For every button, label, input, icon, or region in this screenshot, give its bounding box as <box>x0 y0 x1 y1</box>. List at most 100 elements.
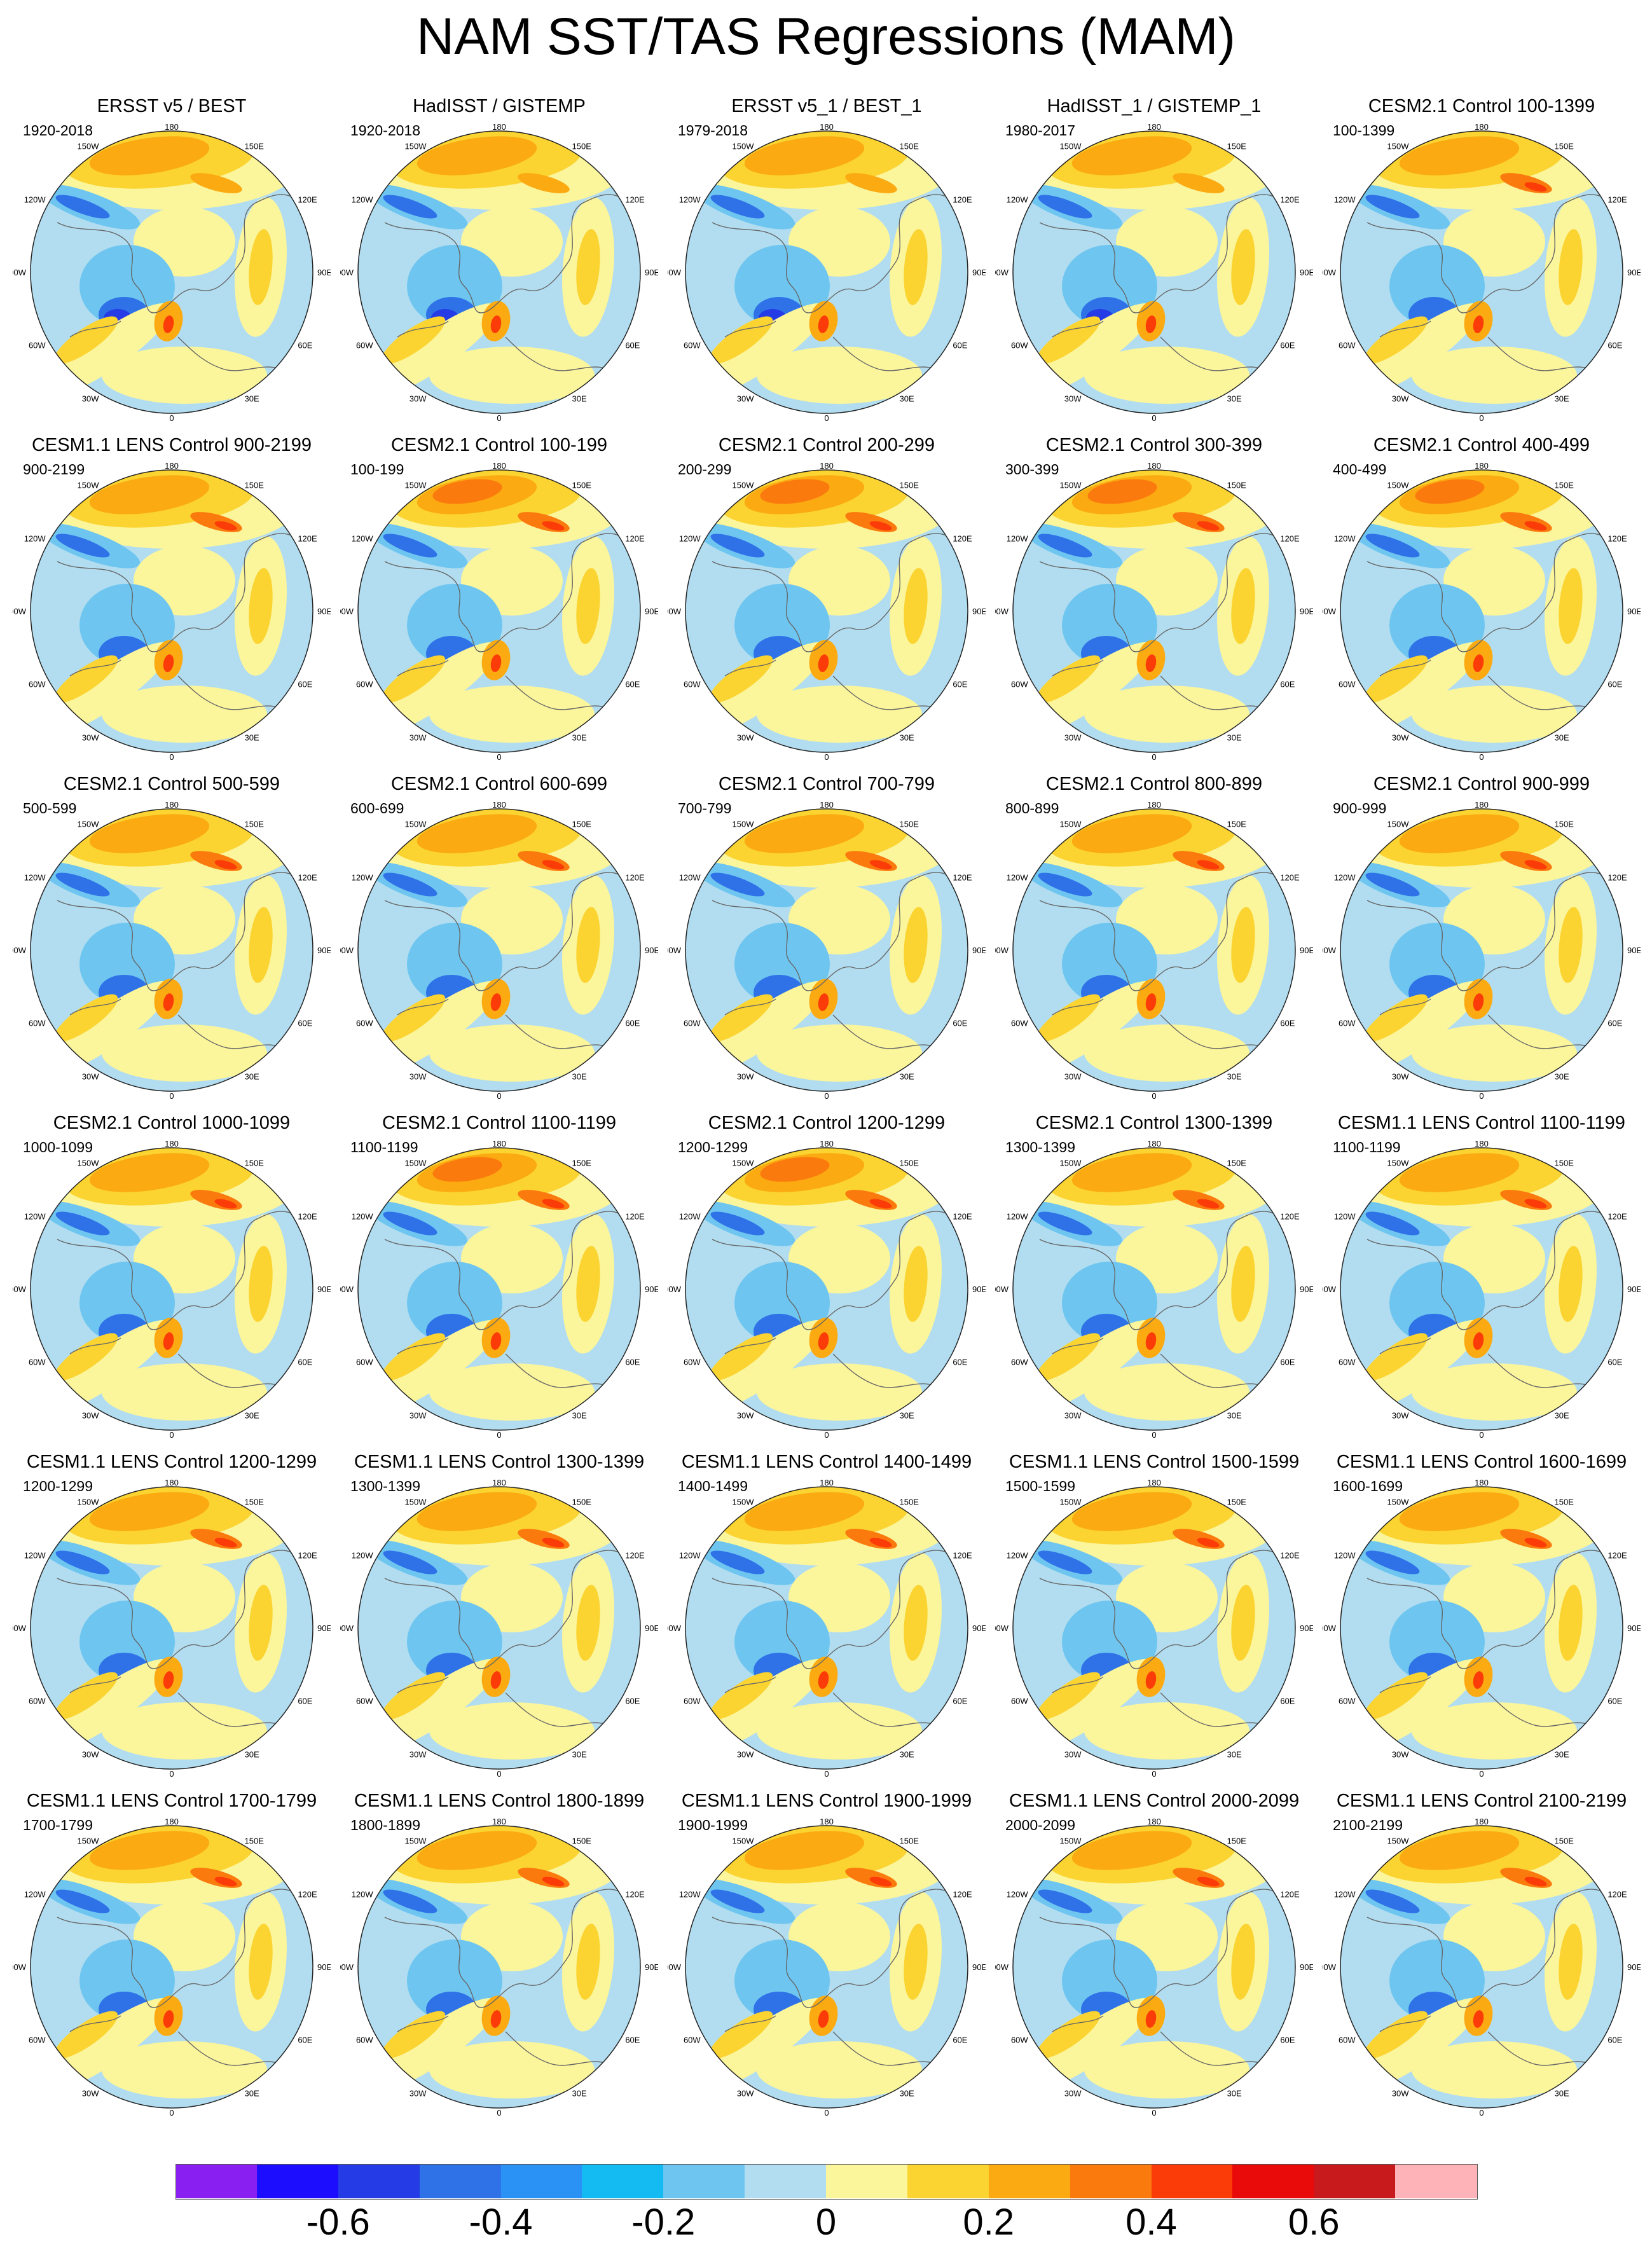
longitude-label: 120E <box>1280 1212 1300 1222</box>
longitude-label: 120E <box>1280 195 1300 205</box>
panel-period: 1000-1099 <box>23 1139 93 1155</box>
longitude-label: 180 <box>492 800 506 810</box>
map-boundary <box>1340 1147 1623 1431</box>
longitude-label: 150W <box>1387 142 1410 151</box>
longitude-label: 60E <box>953 2036 967 2045</box>
longitude-label: 30W <box>410 733 427 742</box>
panel-title: CESM1.1 LENS Control 1500-1599 <box>1008 1452 1300 1472</box>
polar-stereographic-map: 180 0 150W 150E 120W 120E 90W 90E 60W 60E 30W 30E <box>340 122 658 423</box>
eurasia-warm-anomaly <box>576 1924 600 2000</box>
panel-period: 700-799 <box>678 800 732 816</box>
longitude-label: 0 <box>1479 1430 1483 1440</box>
north-pacific-cold-anomaly <box>710 1889 765 1913</box>
coastline <box>1379 320 1590 371</box>
longitude-label: 60E <box>625 1358 640 1367</box>
longitude-label: 90E <box>317 1623 331 1633</box>
coastline <box>1052 2015 1263 2066</box>
longitude-label: 30E <box>1227 2088 1242 2098</box>
longitude-label: 60W <box>29 1019 46 1028</box>
longitude-label: 120E <box>953 1551 972 1560</box>
north-pacific-cold-anomaly <box>383 195 437 219</box>
longitude-label: 60E <box>298 2036 312 2045</box>
siberia-warm-anomaly <box>1197 521 1220 531</box>
atlantic-warm-anomaly <box>1027 642 1154 736</box>
longitude-label: 120E <box>298 534 317 544</box>
subtropical-anomaly <box>102 1363 267 1421</box>
map-boundary <box>30 1486 313 1770</box>
europe-warm-anomaly <box>1145 2010 1157 2028</box>
field-contours <box>685 809 968 1091</box>
longitude-label: 90W <box>668 1623 682 1633</box>
north-pacific-cold-anomaly <box>55 1889 110 1913</box>
longitude-label: 120E <box>1607 1890 1627 1899</box>
north-pacific-cold-anomaly <box>710 534 765 558</box>
atlantic-warm-anomaly <box>372 642 499 736</box>
subtropical-anomaly <box>1084 1363 1249 1421</box>
longitude-label: 60W <box>1011 680 1028 689</box>
longitude-label: 90W <box>13 946 27 955</box>
colorbar-segment <box>745 2164 827 2198</box>
coastline <box>384 872 621 991</box>
map-boundary <box>685 1147 968 1431</box>
europe-warm-anomaly <box>163 1332 174 1350</box>
longitude-label: 150E <box>1227 481 1247 490</box>
north-pacific-cold-anomaly <box>710 1211 765 1236</box>
longitude-label: 60W <box>356 1358 373 1367</box>
north-pacific-cold-anomaly <box>1038 1550 1092 1574</box>
field-contours <box>358 809 640 1091</box>
longitude-label: 30E <box>245 2088 259 2098</box>
panel-period: 1980-2017 <box>1005 122 1075 139</box>
coastline <box>384 1889 621 2008</box>
field-contours <box>31 1487 313 1769</box>
europe-warm-anomaly <box>818 2010 829 2028</box>
longitude-label: 30E <box>900 2088 914 2098</box>
longitude-label: 150E <box>900 1836 919 1846</box>
longitude-label: 60E <box>298 1019 312 1028</box>
map-boundary <box>1012 1825 1296 2109</box>
polar-stereographic-map: 180 0 150W 150E 120W 120E 90W 90E 60W 60E 30W 30E <box>1323 1139 1641 1440</box>
longitude-label: 0 <box>497 1430 501 1440</box>
coastline <box>1039 1889 1276 2008</box>
longitude-label: 60E <box>1607 2036 1622 2045</box>
longitude-label: 90W <box>995 1623 1009 1633</box>
longitude-label: 60E <box>1280 1358 1295 1367</box>
field-contours <box>1340 131 1623 413</box>
map-panel: CESM2.1 Control 1300-1399 180 0 150W 150E 120… <box>995 1112 1313 1443</box>
longitude-label: 60W <box>1339 1019 1356 1028</box>
longitude-label: 180 <box>1475 461 1489 471</box>
longitude-label: 60E <box>1280 1019 1295 1028</box>
map-panel: CESM1.1 LENS Control 1600-1699 180 0 150W 15… <box>1323 1451 1641 1782</box>
map-panel: CESM1.1 LENS Control 1400-1499 180 0 150W 15… <box>668 1451 986 1782</box>
longitude-label: 60E <box>953 341 967 350</box>
siberia-warm-anomaly <box>1173 173 1225 193</box>
field-contours <box>31 1148 313 1430</box>
siberia-warm-anomaly <box>518 173 570 193</box>
atlantic-warm-anomaly <box>45 981 172 1075</box>
colorbar-tick-label: -0.4 <box>469 2201 533 2243</box>
eurasia-warm-anomaly <box>1231 1246 1255 1322</box>
longitude-label: 180 <box>165 800 179 810</box>
subtropical-anomaly <box>757 1702 922 1760</box>
north-pacific-cold-anomaly <box>1365 1211 1420 1236</box>
panel-title: CESM2.1 Control 1300-1399 <box>1035 1113 1273 1133</box>
longitude-label: 90E <box>972 946 986 955</box>
panel-period: 200-299 <box>678 461 732 478</box>
longitude-label: 180 <box>1147 1139 1161 1148</box>
map-panel: CESM1.1 LENS Control 2000-2099 180 0 150W 15… <box>995 1790 1313 2121</box>
longitude-label: 150E <box>900 142 919 151</box>
panel-period: 1979-2018 <box>678 122 748 139</box>
eurasia-warm-anomaly <box>1559 229 1583 305</box>
colorbar-segment <box>1395 2164 1477 2198</box>
siberia-warm-anomaly <box>845 173 897 193</box>
longitude-label: 90W <box>1323 607 1337 616</box>
longitude-label: 90E <box>1627 1623 1641 1633</box>
map-boundary <box>685 469 968 753</box>
map-boundary <box>1340 1486 1623 1770</box>
pacific-warm-anomaly <box>89 475 210 514</box>
polar-stereographic-map: 180 0 150W 150E 120W 120E 90W 90E 60W 60E 30W 30E <box>668 461 986 762</box>
longitude-label: 150W <box>1060 1498 1082 1507</box>
panel-title: ERSST v5 / BEST <box>97 96 247 116</box>
map-panel: ERSST v5 / BEST 180 0 150W 150E 120W 120E 90W 90… <box>13 95 331 426</box>
subtropical-anomaly <box>102 347 267 404</box>
polar-stereographic-map: 180 0 150W 150E 120W 120E 90W 90E 60W 60E 30W 30E <box>340 800 658 1101</box>
